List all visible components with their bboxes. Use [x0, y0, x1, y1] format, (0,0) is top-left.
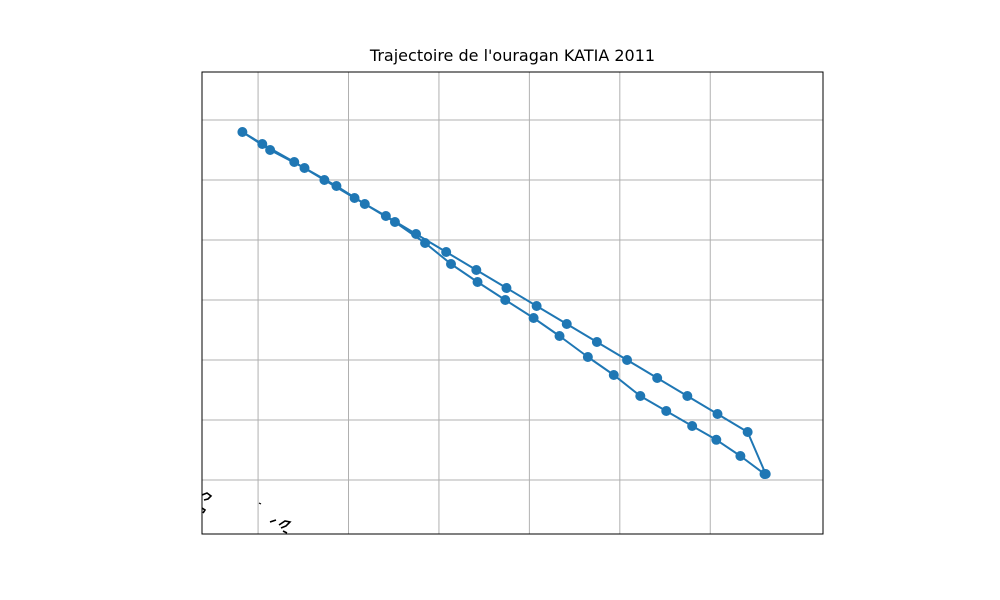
map-background [202, 72, 823, 534]
track-point [441, 247, 452, 257]
track-point [742, 427, 753, 437]
track-point [652, 373, 663, 383]
coastline-segment [269, 519, 292, 534]
gridlines [202, 72, 823, 534]
track-point [472, 277, 483, 287]
track-line [241, 131, 767, 475]
track-point [265, 145, 276, 155]
track-point [591, 337, 602, 347]
track-point [554, 331, 565, 341]
track-point [531, 301, 542, 311]
track-point [471, 265, 482, 275]
hurricane-track [237, 127, 771, 479]
coastline [202, 492, 292, 534]
track-point [359, 199, 370, 209]
track-point [501, 283, 512, 293]
track-point [561, 319, 572, 329]
track-point [299, 163, 310, 173]
track-point [622, 355, 633, 365]
track-point [661, 406, 672, 416]
track-point [687, 421, 698, 431]
coastline-segment [202, 492, 213, 514]
track-point [380, 211, 391, 221]
map-frame [201, 71, 824, 535]
track-point [349, 193, 360, 203]
track-point [635, 391, 646, 401]
coastline-segment [258, 502, 262, 505]
track-point [711, 434, 722, 445]
track-point [712, 409, 723, 419]
track-point [420, 238, 431, 248]
track-point [319, 175, 330, 185]
track-point [389, 217, 400, 227]
track-point [237, 127, 248, 137]
track-point [289, 157, 300, 167]
track-point [682, 391, 693, 401]
track-point [500, 295, 511, 305]
track-point [528, 313, 539, 323]
track-point [760, 469, 771, 479]
track-point [582, 352, 593, 362]
track-point [411, 229, 422, 239]
map-title: Trajectoire de l'ouragan KATIA 2011 [369, 46, 656, 65]
track-point [331, 181, 342, 191]
track-point [735, 451, 746, 461]
track-point [608, 370, 619, 380]
track-point [257, 139, 268, 149]
track-point [446, 259, 457, 269]
